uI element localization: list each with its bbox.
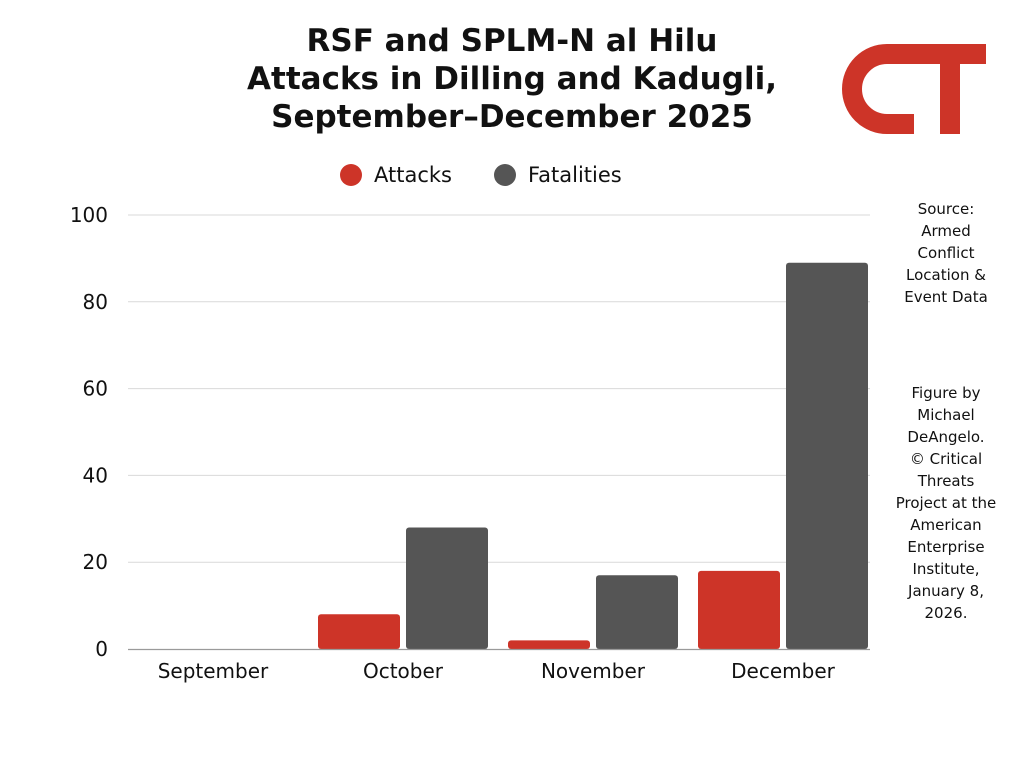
y-tick-label: 20: [83, 550, 108, 574]
source-note: Source: Armed Conflict Location & Event …: [882, 198, 1010, 308]
x-axis-tick-labels: September October November December: [158, 659, 836, 683]
credit-note: Figure by Michael DeAngelo. © Critical T…: [882, 382, 1010, 624]
y-tick-label: 100: [70, 203, 108, 227]
bars: [318, 262, 868, 649]
critical-threats-logo: [842, 44, 986, 134]
credit-note-line: DeAngelo.: [907, 428, 985, 446]
x-tick-label: November: [541, 659, 646, 683]
legend-item-attacks: Attacks: [340, 163, 452, 187]
credit-note-line: Michael: [917, 406, 975, 424]
y-axis-tick-labels: 0 20 40 60 80 100: [70, 203, 108, 661]
chart-title-line-2: Attacks in Dilling and Kadugli,: [247, 61, 777, 97]
credit-note-line: Figure by: [911, 384, 981, 402]
x-tick-label: December: [731, 659, 835, 683]
chart-title-line-1: RSF and SPLM-N al Hilu: [306, 23, 718, 59]
logo-t-stem: [940, 44, 960, 134]
credit-note-line: Enterprise: [907, 538, 985, 556]
legend-label-fatalities: Fatalities: [527, 163, 622, 187]
legend-item-fatalities: Fatalities: [493, 163, 622, 187]
credit-note-line: American: [910, 516, 982, 534]
legend-swatch-fatalities: [493, 164, 516, 186]
y-tick-label: 60: [83, 377, 108, 401]
legend-swatch-attacks: [340, 164, 362, 186]
credit-note-line: January 8,: [908, 582, 984, 600]
y-tick-label: 80: [83, 290, 108, 314]
y-tick-label: 40: [83, 463, 108, 487]
bar-fatalities-november: [596, 575, 678, 649]
credit-note-line: 2026.: [924, 604, 968, 622]
credit-note-line: Institute,: [912, 560, 980, 578]
source-note-line: Source:: [917, 200, 975, 218]
bar-attacks-november: [508, 640, 590, 649]
source-note-line: Conflict: [917, 244, 975, 262]
credit-note-line: Threats: [917, 472, 975, 490]
chart-notes: Source: Armed Conflict Location & Event …: [882, 198, 1010, 624]
chart-legend: Attacks Fatalities: [340, 160, 664, 190]
source-note-line: Armed: [921, 222, 971, 240]
x-tick-label: October: [363, 659, 444, 683]
credit-note-line: Project at the: [895, 494, 997, 512]
chart-title: RSF and SPLM-N al Hilu Attacks in Dillin…: [150, 22, 874, 136]
credit-note-line: © Critical: [909, 450, 983, 468]
bar-chart: 0 20 40 60 80 100 September October November Dec…: [70, 203, 870, 683]
source-note-line: Location &: [906, 266, 986, 284]
bar-fatalities-december: [786, 262, 868, 649]
x-tick-label: September: [158, 659, 269, 683]
chart-title-line-3: September–December 2025: [271, 99, 753, 135]
bar-fatalities-october: [406, 527, 488, 649]
grid-lines: [128, 214, 870, 563]
legend-label-attacks: Attacks: [374, 163, 452, 187]
logo-c-letter: [842, 44, 914, 134]
source-note-line: Event Data: [904, 288, 988, 306]
y-tick-label: 0: [95, 637, 108, 661]
bar-attacks-october: [318, 614, 400, 649]
bar-attacks-december: [698, 570, 780, 649]
